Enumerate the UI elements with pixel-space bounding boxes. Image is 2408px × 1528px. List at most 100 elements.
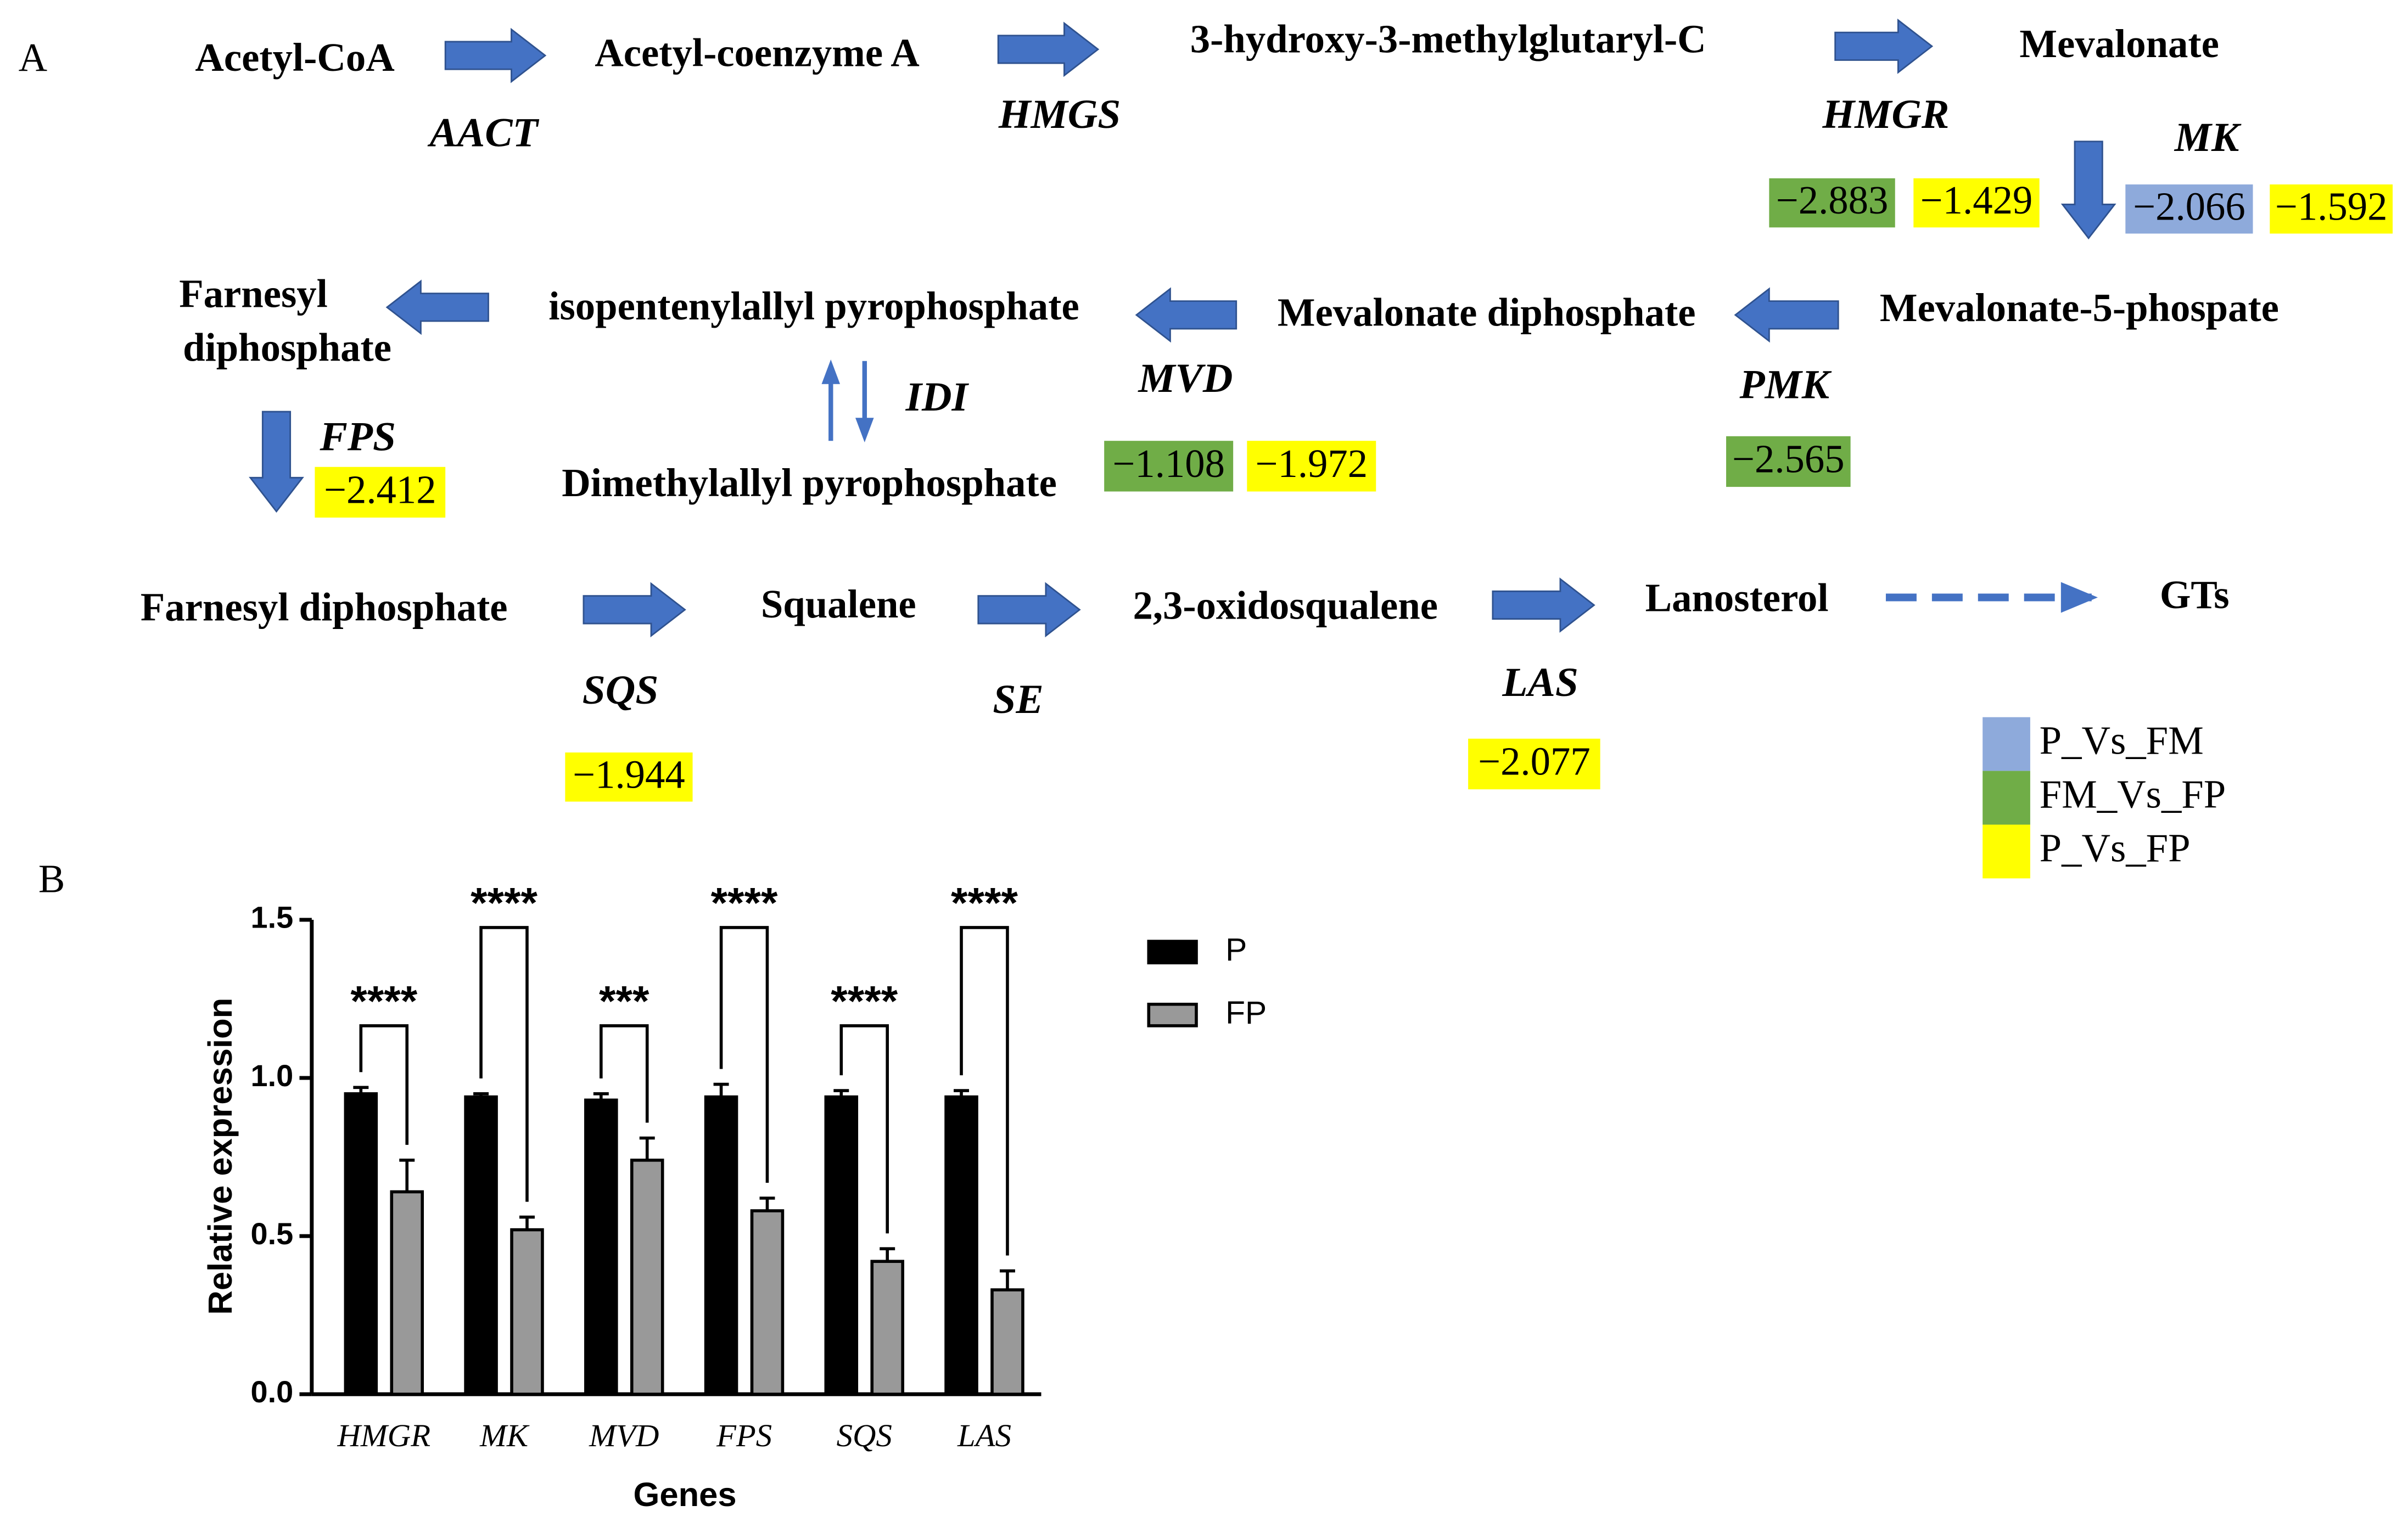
arrow-head: [855, 418, 874, 442]
x-tick-label: FPS: [716, 1418, 772, 1453]
arrow: [583, 582, 686, 638]
legend-swatch: [1983, 824, 2030, 879]
x-tick-label: SQS: [837, 1418, 892, 1453]
legend-swatch: [1983, 771, 2030, 825]
node-label: 2,3-oxidosqualene: [1133, 583, 1438, 628]
arrow: [997, 21, 1100, 77]
significance-label: ****: [350, 976, 417, 1025]
enzyme-label: HMGR: [1822, 92, 1950, 137]
bar: [510, 1228, 544, 1396]
significance-label: ****: [471, 878, 537, 926]
bar: [990, 1288, 1024, 1396]
significance-bracket: [839, 1024, 889, 1234]
bar: [464, 1095, 498, 1396]
x-tick-label: MVD: [589, 1418, 659, 1453]
node-label: Farnesyl diphosphate: [141, 585, 508, 629]
x-tick-label: LAS: [957, 1418, 1011, 1453]
significance-label: ****: [951, 878, 1018, 926]
panel-label: A: [19, 35, 48, 80]
node-label: 3-hydroxy-3-methylglutaryl-C: [1190, 16, 1706, 61]
y-tick-label: 0.5: [250, 1216, 293, 1251]
arrow: [1492, 577, 1595, 633]
value-highlight: [2270, 184, 2393, 234]
node-label: Acetyl-CoA: [195, 35, 394, 80]
node-label: Acetyl-coenzyme A: [595, 31, 920, 75]
legend-label: P_Vs_FM: [2040, 718, 2204, 763]
arrow: [1834, 18, 1934, 74]
node-label: diphosphate: [183, 325, 391, 370]
value-label: −1.429: [1920, 178, 2033, 222]
node-label: Mevalonate-5-phospate: [1880, 285, 2279, 330]
arrow: [249, 411, 304, 513]
bar: [750, 1209, 785, 1396]
significance-bracket: [600, 1024, 649, 1123]
value-highlight: [1726, 436, 1851, 487]
significance-label: ***: [599, 976, 649, 1025]
enzyme-label: PMK: [1739, 362, 1832, 407]
bar: [344, 1092, 378, 1396]
node-label: Squalene: [761, 582, 916, 626]
node-label: Lanosterol: [1645, 576, 1829, 620]
y-tick-label: 1.0: [250, 1058, 293, 1093]
enzyme-label: SE: [993, 677, 1043, 722]
significance-label: ****: [831, 976, 898, 1025]
legend-label: FP: [1225, 995, 1267, 1031]
arrow: [1135, 287, 1237, 343]
bar: [630, 1159, 664, 1396]
value-label: −2.066: [2133, 184, 2245, 228]
enzyme-label: IDI: [905, 374, 970, 420]
significance-bracket: [719, 926, 769, 1183]
significance-bracket: [960, 926, 1009, 1256]
value-label: −2.883: [1776, 178, 1889, 222]
value-label: −1.972: [1255, 441, 1368, 486]
bar: [824, 1095, 859, 1396]
x-tick-label: HMGR: [337, 1418, 430, 1453]
bar: [704, 1095, 738, 1396]
legend-label: P_Vs_FP: [2040, 826, 2191, 870]
value-label: −1.944: [573, 752, 685, 796]
value-label: −2.412: [324, 467, 436, 512]
enzyme-label: AACT: [427, 110, 539, 156]
enzyme-label: FPS: [319, 414, 396, 460]
bar: [944, 1095, 978, 1396]
y-tick-label: 1.5: [250, 900, 293, 935]
legend-label: P: [1225, 932, 1247, 968]
value-highlight: [565, 752, 693, 802]
significance-label: ****: [711, 878, 778, 926]
enzyme-label: MVD: [1138, 356, 1233, 401]
enzyme-label: SQS: [583, 667, 659, 713]
enzyme-label: LAS: [1502, 660, 1578, 705]
node-label: Mevalonate diphosphate: [1278, 290, 1696, 334]
value-highlight: [2125, 184, 2253, 234]
value-highlight: [1468, 738, 1600, 790]
arrow: [977, 582, 1081, 638]
arrow: [385, 279, 489, 335]
y-tick-label: 0.0: [250, 1374, 293, 1409]
bar: [870, 1260, 904, 1396]
legend-swatch: [1147, 940, 1198, 965]
legend-label: FM_Vs_FP: [2040, 772, 2226, 817]
value-highlight: [1247, 441, 1376, 492]
bar: [390, 1190, 424, 1396]
value-highlight: [1769, 178, 1895, 228]
node-label: Dimethylallyl pyrophosphate: [562, 460, 1057, 505]
significance-bracket: [479, 926, 529, 1202]
value-label: −2.565: [1732, 436, 1845, 481]
y-axis-label: Relative expression: [201, 998, 239, 1315]
arrow: [1734, 287, 1839, 343]
bar: [584, 1098, 618, 1396]
node-label: Mevalonate: [2019, 21, 2219, 66]
value-highlight: [1913, 178, 2040, 228]
arrow: [2060, 141, 2116, 240]
value-label: −1.108: [1112, 441, 1225, 486]
legend-swatch: [1147, 1002, 1198, 1027]
panel-label: B: [38, 856, 65, 901]
node-label: Farnesyl: [179, 272, 328, 316]
x-axis-label: Genes: [634, 1476, 737, 1514]
arrow-head: [2060, 582, 2098, 613]
value-highlight: [1104, 441, 1234, 492]
enzyme-label: HMGS: [998, 92, 1121, 137]
value-label: −2.077: [1478, 739, 1591, 783]
legend-swatch: [1983, 717, 2030, 771]
